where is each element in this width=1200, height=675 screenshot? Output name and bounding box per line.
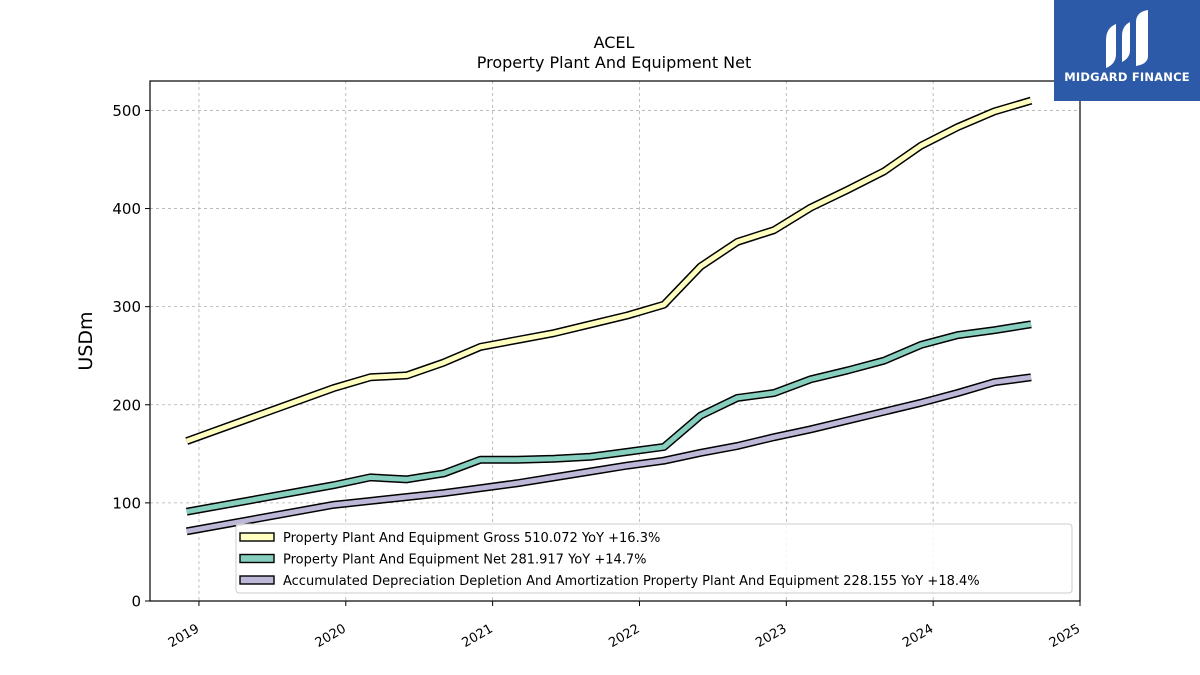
series-line-0 — [185, 98, 1032, 444]
y-tick-label: 100 — [112, 494, 141, 512]
legend-label: Accumulated Depreciation Depletion And A… — [283, 574, 980, 589]
series-lines — [185, 96, 1033, 536]
x-tick-label: 2019 — [166, 621, 202, 651]
chart-subtitle: Property Plant And Equipment Net — [477, 53, 752, 72]
y-axis-label: USDm — [75, 311, 97, 370]
legend-box — [235, 523, 1073, 594]
chart-title: ACEL — [594, 33, 635, 52]
logo-mark-icon — [1106, 10, 1148, 68]
y-tick-label: 500 — [112, 102, 141, 120]
x-tick-label: 2022 — [606, 621, 642, 651]
series-line-2 — [186, 374, 1032, 534]
brand-logo: MIDGARD FINANCE — [1054, 0, 1200, 101]
x-tick-label: 2023 — [753, 621, 789, 651]
x-tick-label: 2025 — [1047, 621, 1083, 651]
y-tick-label: 300 — [112, 298, 141, 316]
x-tick-label: 2024 — [900, 621, 936, 651]
x-tick-label: 2020 — [313, 621, 349, 651]
y-tick-label: 200 — [112, 396, 141, 414]
legend: Property Plant And Equipment Gross 510.0… — [235, 523, 1073, 594]
series-line-outline-0 — [185, 96, 1033, 445]
x-tick-label: 2021 — [460, 621, 496, 651]
plot-frame — [149, 80, 1081, 602]
logo-text: MIDGARD FINANCE — [1064, 70, 1190, 84]
y-tick-label: 0 — [131, 593, 141, 611]
legend-label: Property Plant And Equipment Gross 510.0… — [283, 531, 660, 546]
legend-swatch — [239, 575, 275, 585]
legend-swatch — [239, 532, 275, 542]
legend-label: Property Plant And Equipment Net 281.917… — [283, 553, 647, 568]
y-tick-label: 400 — [112, 200, 141, 218]
series-line-1 — [186, 321, 1032, 515]
legend-swatch — [239, 553, 275, 564]
